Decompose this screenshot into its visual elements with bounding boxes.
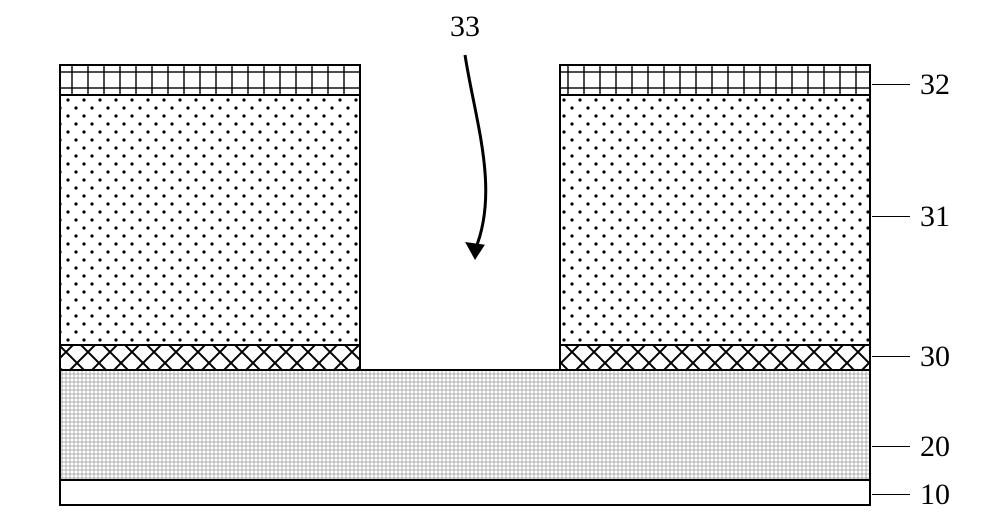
layer-10 [60,480,870,505]
leader-10 [872,494,910,495]
label-31: 31 [920,200,950,234]
layer-32-left [60,65,360,95]
layer-30-right [560,345,870,370]
leader-20 [872,446,910,447]
leader-30 [872,356,910,357]
layer-20 [60,370,870,480]
layer-30-left [60,345,360,370]
callout-arrow-33 [465,55,486,250]
label-10: 10 [920,478,950,512]
layer-31-left [60,95,360,345]
layer-31-right [560,95,870,345]
cross-section-svg [0,0,1000,520]
label-33: 33 [450,10,480,44]
layer-32-right [560,65,870,95]
leader-32 [872,84,910,85]
label-30: 30 [920,340,950,374]
label-20: 20 [920,430,950,464]
diagram-stage: 33 32 31 30 20 10 [0,0,1000,520]
label-32: 32 [920,68,950,102]
arrow-head-icon [465,242,485,260]
leader-31 [872,216,910,217]
